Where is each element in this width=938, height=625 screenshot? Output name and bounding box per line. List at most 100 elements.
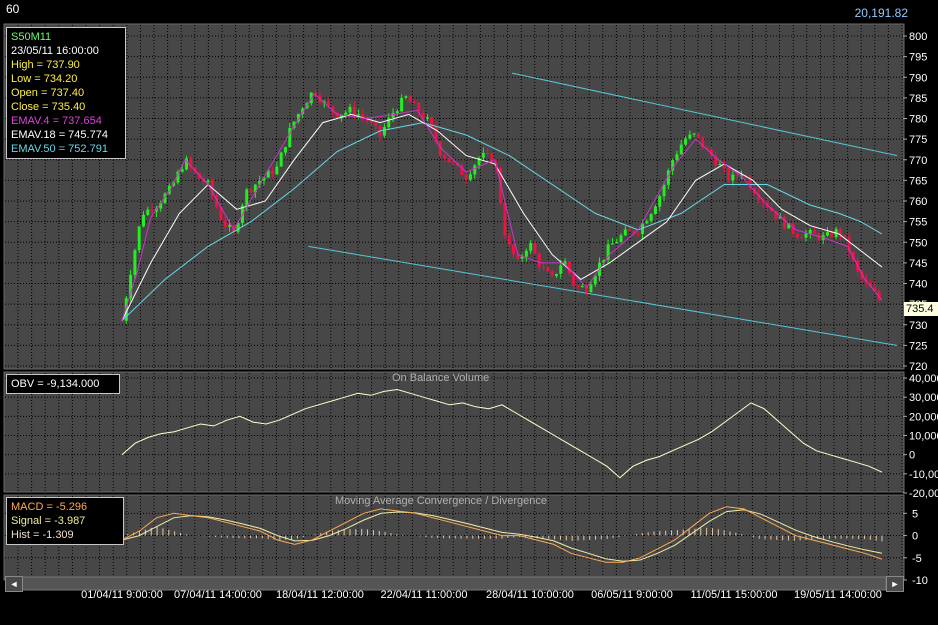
candle-up bbox=[266, 170, 270, 178]
macd-tick-label: -10 bbox=[912, 575, 928, 587]
low-label: Low = 734.20 bbox=[11, 73, 78, 85]
price-tick-label: 725 bbox=[909, 340, 927, 352]
axes: 800 795 790 785 780 775 770 765 760 755 750 745 740 7… bbox=[21, 31, 938, 601]
candle-down bbox=[576, 285, 580, 287]
obv-tick-label: 40,000 bbox=[909, 373, 938, 385]
candle-up bbox=[826, 232, 830, 236]
candle-down bbox=[748, 177, 752, 189]
candle-up bbox=[619, 235, 623, 242]
price-tick-label: 790 bbox=[909, 72, 927, 84]
candle-down bbox=[632, 230, 636, 234]
candle-up bbox=[163, 193, 167, 203]
price-tick-label: 800 bbox=[909, 31, 927, 43]
candle-down bbox=[464, 175, 468, 180]
candle-down bbox=[335, 112, 339, 119]
macd-label: MACD = -5.296 bbox=[11, 501, 88, 513]
candle-up bbox=[387, 117, 391, 128]
candle-down bbox=[271, 170, 275, 175]
candle-down bbox=[701, 136, 705, 148]
candle-up bbox=[679, 144, 683, 155]
candle-down bbox=[843, 234, 847, 237]
candle-down bbox=[352, 106, 356, 116]
ema18-line bbox=[121, 113, 883, 321]
candle-up bbox=[649, 214, 653, 222]
price-tick-label: 765 bbox=[909, 175, 927, 187]
candle-up bbox=[167, 185, 171, 194]
candle-up bbox=[236, 222, 240, 232]
datetime-label: 23/05/11 16:00:00 bbox=[11, 45, 99, 57]
x-tick-label: 11/05/11 15:00:00 bbox=[690, 589, 777, 601]
candle-down bbox=[219, 207, 223, 221]
candle-up bbox=[554, 273, 558, 276]
candle-up bbox=[425, 117, 429, 119]
candle-up bbox=[400, 98, 404, 112]
candle-up bbox=[288, 127, 292, 148]
price-tick-label: 750 bbox=[909, 237, 927, 249]
candle-down bbox=[314, 92, 318, 96]
timeframe-label: 60 bbox=[6, 2, 20, 16]
price-tick-label: 755 bbox=[909, 217, 927, 229]
candle-down bbox=[326, 101, 330, 107]
candle-up bbox=[684, 138, 688, 145]
price-tick-label: 795 bbox=[909, 52, 927, 64]
candle-up bbox=[671, 160, 675, 171]
price-tick-label: 785 bbox=[909, 93, 927, 105]
candle-down bbox=[696, 133, 700, 137]
obv-legend: OBV = -9,134.000 bbox=[6, 374, 120, 394]
candle-down bbox=[636, 233, 640, 235]
candle-up bbox=[206, 180, 210, 183]
candle-up bbox=[520, 256, 524, 259]
x-tick-label: 01/04/11 9:00:00 bbox=[81, 589, 163, 601]
price-legend: S50M11 23/05/11 16:00:00 High = 737.90 L… bbox=[6, 27, 126, 159]
candle-up bbox=[606, 244, 610, 260]
candle-down bbox=[430, 117, 434, 127]
candle-down bbox=[223, 220, 227, 227]
x-tick-label: 22/04/11 11:00:00 bbox=[380, 589, 467, 601]
candle-up bbox=[563, 261, 567, 266]
candle-up bbox=[296, 113, 300, 122]
candle-up bbox=[262, 177, 266, 181]
candle-down bbox=[490, 153, 494, 163]
x-tick-label: 19/05/11 14:00:00 bbox=[794, 589, 882, 601]
scrollbar-track bbox=[21, 576, 887, 591]
candle-down bbox=[361, 114, 365, 118]
candle-up bbox=[159, 202, 163, 209]
candle-up bbox=[185, 158, 189, 170]
candle-down bbox=[757, 193, 761, 200]
candle-down bbox=[460, 165, 464, 176]
candle-up bbox=[391, 113, 395, 118]
candle-down bbox=[838, 228, 842, 235]
channel-upper-line bbox=[511, 72, 898, 157]
candle-down bbox=[782, 216, 786, 229]
obv-panel[interactable] bbox=[3, 371, 905, 493]
candle-up bbox=[137, 226, 141, 251]
candle-up bbox=[602, 259, 606, 263]
scroll-right-button[interactable]: ► bbox=[886, 576, 904, 592]
candle-up bbox=[477, 157, 481, 166]
candle-up bbox=[176, 171, 180, 183]
candle-down bbox=[727, 167, 731, 181]
candle-down bbox=[800, 237, 804, 239]
candle-down bbox=[542, 267, 546, 269]
signal-label: Signal = -3.987 bbox=[11, 515, 86, 527]
price-tick-label: 720 bbox=[909, 361, 927, 373]
macd-tick-label: 5 bbox=[912, 508, 918, 520]
candle-up bbox=[610, 243, 614, 245]
macd-tick-label: 0 bbox=[912, 531, 918, 543]
candle-down bbox=[722, 164, 726, 168]
candle-up bbox=[623, 229, 627, 236]
scroll-left-button[interactable]: ◄ bbox=[5, 576, 23, 592]
candle-down bbox=[537, 253, 541, 268]
x-tick-label: 07/04/11 14:00:00 bbox=[174, 589, 262, 601]
candle-down bbox=[417, 102, 421, 113]
candle-down bbox=[877, 291, 881, 301]
candle-down bbox=[331, 106, 335, 113]
candle-up bbox=[481, 152, 485, 158]
obv-value-label: OBV = -9,134.000 bbox=[11, 378, 100, 390]
symbol-label: S50M11 bbox=[11, 31, 52, 43]
candle-down bbox=[546, 267, 550, 272]
macd-panel[interactable] bbox=[3, 494, 905, 581]
candle-up bbox=[245, 189, 249, 206]
